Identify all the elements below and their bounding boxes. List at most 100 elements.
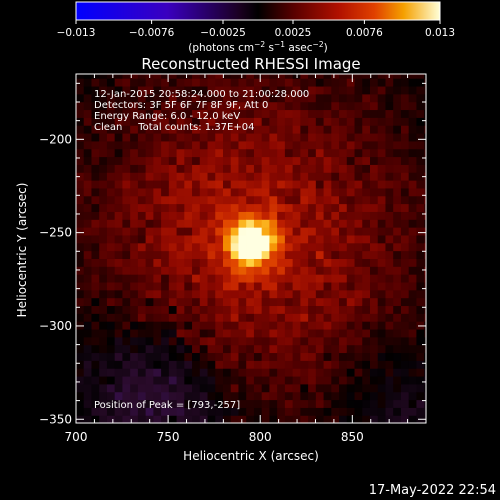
heatmap-cell (377, 132, 387, 142)
heatmap-cell (416, 195, 425, 205)
heatmap-cell (370, 203, 379, 212)
heatmap-cell (114, 250, 124, 259)
heatmap-cell (91, 109, 100, 118)
heatmap-cell (223, 352, 232, 361)
colorbar-unit-label: (photons cm−2 s−1 asec−2) (188, 40, 327, 54)
heatmap-cell (91, 313, 100, 322)
heatmap-cell (362, 101, 371, 111)
heatmap-cell (223, 125, 232, 134)
heatmap-cell (377, 266, 387, 275)
heatmap-cell (339, 407, 348, 416)
heatmap-cell (385, 187, 394, 197)
heatmap-cell (308, 266, 317, 275)
heatmap-cell (83, 164, 93, 173)
heatmap-cell (400, 101, 410, 111)
heatmap-cell (91, 297, 100, 307)
heatmap-cell (122, 234, 131, 244)
heatmap-cell (99, 375, 108, 385)
heatmap-cell (137, 399, 147, 408)
heatmap-cell (114, 383, 124, 393)
heatmap-cell (292, 305, 301, 314)
heatmap-cell (370, 399, 379, 408)
heatmap-cell (184, 328, 193, 338)
heatmap-cell (184, 234, 193, 244)
heatmap-cell (400, 195, 410, 205)
heatmap-cell (346, 109, 356, 118)
heatmap-cell (184, 250, 193, 259)
heatmap-cell (238, 93, 247, 103)
heatmap-cell (284, 258, 294, 267)
heatmap-cell (253, 266, 263, 275)
heatmap-cell (106, 242, 116, 252)
heatmap-cell (331, 93, 340, 103)
heatmap-cell (238, 415, 247, 423)
heatmap-cell (393, 117, 402, 126)
heatmap-cell (362, 266, 371, 275)
heatmap-cell (400, 305, 410, 314)
heatmap-cell (284, 125, 294, 134)
heatmap-cell (83, 360, 93, 369)
heatmap-cell (284, 399, 294, 408)
heatmap-cell (354, 313, 363, 322)
heatmap-cell (416, 313, 425, 322)
heatmap-cell (362, 78, 371, 87)
heatmap-cell (385, 399, 394, 408)
heatmap-cell (323, 203, 332, 212)
heatmap-cell (377, 234, 387, 244)
heatmap-cell (223, 297, 232, 307)
heatmap-cell (106, 289, 116, 299)
heatmap-cell (153, 274, 162, 283)
heatmap-cell (277, 156, 286, 165)
heatmap-cell (408, 391, 418, 401)
heatmap-cell (400, 148, 410, 158)
heatmap-cell (199, 242, 209, 252)
x-tick-label: 850 (341, 430, 364, 444)
heatmap-cell (145, 399, 154, 408)
heatmap-cell (308, 336, 317, 346)
heatmap-cell (292, 85, 301, 95)
heatmap-cell (354, 336, 363, 346)
heatmap-cell (284, 250, 294, 259)
heatmap-cell (137, 352, 147, 361)
heatmap-cell (168, 125, 178, 134)
heatmap-cell (362, 321, 371, 330)
heatmap-cell (354, 415, 363, 423)
heatmap-cell (339, 85, 348, 95)
heatmap-cell (223, 313, 232, 322)
heatmap-cell (331, 391, 340, 401)
heatmap-cell (346, 328, 356, 338)
heatmap-cell (246, 258, 255, 267)
heatmap-cell (308, 360, 317, 369)
heatmap-cell (207, 180, 216, 189)
heatmap-cell (207, 234, 216, 244)
heatmap-cell (331, 344, 340, 354)
heatmap-cell (331, 172, 340, 181)
heatmap-cell (106, 234, 116, 244)
heatmap-cell (354, 203, 363, 212)
heatmap-cell (122, 85, 131, 95)
heatmap-cell (122, 180, 131, 189)
heatmap-cell (91, 321, 100, 330)
heatmap-cell (261, 85, 271, 95)
heatmap-cell (308, 234, 317, 244)
heatmap-cell (331, 375, 340, 385)
heatmap-cell (408, 93, 418, 103)
heatmap-cell (130, 219, 139, 228)
heatmap-cell (339, 172, 348, 181)
heatmap-cell (207, 266, 216, 275)
heatmap-cell (83, 148, 93, 158)
heatmap-cell (385, 250, 394, 259)
heatmap-cell (269, 313, 278, 322)
heatmap-cell (76, 211, 85, 220)
heatmap-cell (362, 125, 371, 134)
heatmap-cell (192, 93, 201, 103)
heatmap-cell (385, 242, 394, 252)
heatmap-cell (230, 117, 240, 126)
heatmap-cell (199, 258, 209, 267)
heatmap-cell (153, 109, 162, 118)
heatmap-cell (362, 211, 371, 220)
heatmap-cell (308, 78, 317, 87)
heatmap-cell (315, 266, 325, 275)
heatmap-cell (114, 74, 124, 79)
heatmap-cell (238, 187, 247, 197)
